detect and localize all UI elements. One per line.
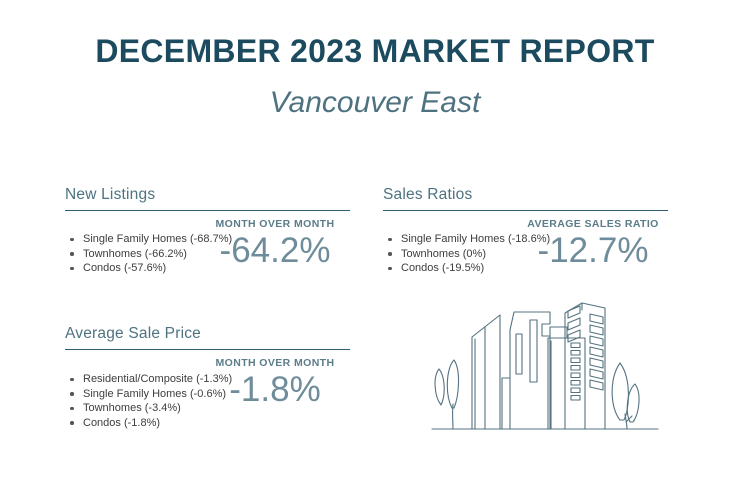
- stat-value: -1.8%: [229, 370, 321, 409]
- tall-building-icon: [564, 302, 606, 430]
- list-item: Condos (-57.6%): [67, 261, 232, 276]
- section-heading: Average Sale Price: [65, 325, 202, 342]
- page-subtitle: Vancouver East: [269, 86, 481, 119]
- stat-label: AVERAGE SALES RATIO: [527, 218, 659, 230]
- stat-value: -12.7%: [537, 231, 649, 270]
- list-item: Townhomes (-3.4%): [67, 401, 232, 416]
- list-item: Single Family Homes (-68.7%): [67, 232, 232, 247]
- section-divider: [65, 210, 350, 211]
- new-listings-bullet-list: Single Family Homes (-68.7%) Townhomes (…: [67, 232, 232, 276]
- mid-building-icon: [549, 326, 568, 339]
- right-tree-icon: [611, 362, 640, 430]
- notched-building-icon: [501, 311, 551, 430]
- sales-ratios-bullet-list: Single Family Homes (-18.6%) Townhomes (…: [385, 232, 550, 276]
- section-new-listings: New Listings Single Family Homes (-68.7%…: [65, 185, 350, 285]
- list-item: Single Family Homes (-0.6%): [67, 387, 232, 402]
- average-sale-price-stat: MONTH OVER MONTH -1.8%: [200, 357, 350, 409]
- list-item: Townhomes (0%): [385, 247, 550, 262]
- city-skyline-illustration: [431, 302, 659, 430]
- stat-label: MONTH OVER MONTH: [215, 357, 335, 369]
- section-heading: Sales Ratios: [383, 186, 473, 203]
- flatiron-building-icon: [471, 314, 501, 430]
- front-building-icon: [547, 337, 586, 430]
- list-item: Townhomes (-66.2%): [67, 247, 232, 262]
- list-item: Single Family Homes (-18.6%): [385, 232, 550, 247]
- left-tree-icon: [434, 359, 460, 430]
- list-item: Residential/Composite (-1.3%): [67, 372, 232, 387]
- list-item: Condos (-1.8%): [67, 416, 232, 431]
- page-title: DECEMBER 2023 MARKET REPORT: [95, 33, 655, 69]
- section-divider: [383, 210, 668, 211]
- new-listings-stat: MONTH OVER MONTH -64.2%: [200, 218, 350, 270]
- section-heading: New Listings: [65, 186, 156, 203]
- average-sale-price-bullet-list: Residential/Composite (-1.3%) Single Fam…: [67, 372, 232, 430]
- section-divider: [65, 349, 350, 350]
- section-average-sale-price: Average Sale Price Residential/Composite…: [65, 324, 350, 439]
- section-sales-ratios: Sales Ratios Single Family Homes (-18.6%…: [383, 185, 668, 285]
- list-item: Condos (-19.5%): [385, 261, 550, 276]
- sales-ratios-stat: AVERAGE SALES RATIO -12.7%: [518, 218, 668, 270]
- stat-label: MONTH OVER MONTH: [215, 218, 335, 230]
- stat-value: -64.2%: [219, 231, 331, 270]
